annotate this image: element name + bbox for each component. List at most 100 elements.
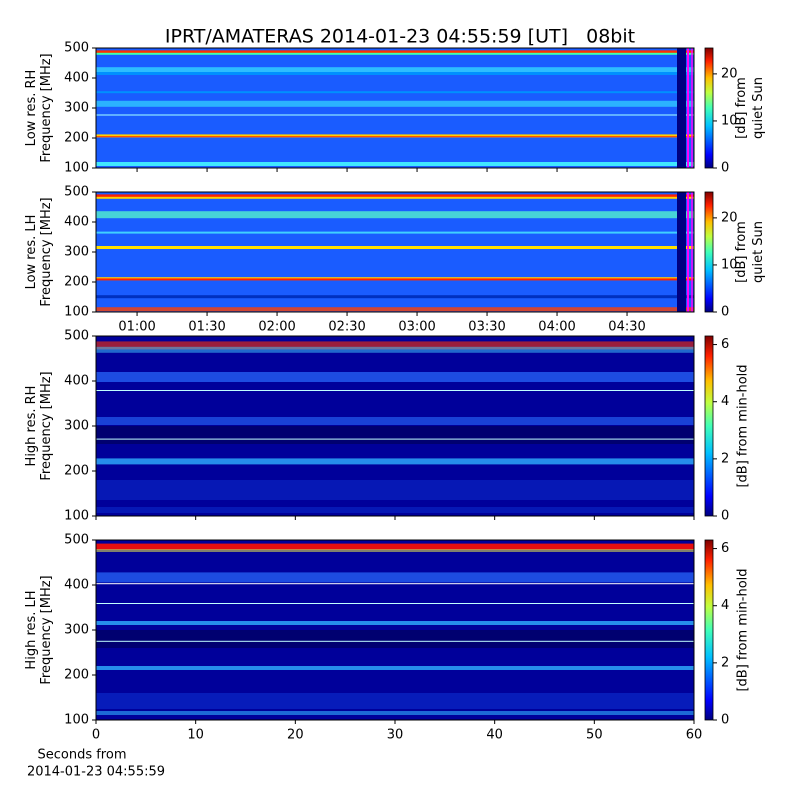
y-tick-label: 400 xyxy=(64,215,89,230)
colorbar-label: [dB] from min-hold xyxy=(736,364,751,487)
y-axis-label: High res. LH xyxy=(24,590,39,669)
heatmap-background xyxy=(96,48,694,168)
heatmap-band xyxy=(96,341,694,350)
heatmap-band xyxy=(96,630,694,648)
y-tick-label: 200 xyxy=(64,668,89,683)
colorbar-tick-label: 0 xyxy=(721,305,729,320)
y-tick-label: 100 xyxy=(64,713,89,728)
heatmap-band xyxy=(96,693,694,709)
heatmap-band xyxy=(96,278,694,281)
heatmap-band xyxy=(96,211,694,219)
figure-title: IPRT/AMATERAS 2014-01-23 04:55:59 [UT] 0… xyxy=(165,26,635,48)
colorbar-tick-label: 6 xyxy=(721,541,729,556)
colorbar-tick-label: 0 xyxy=(721,713,729,728)
heatmap-band xyxy=(96,390,694,391)
heatmap-band xyxy=(96,438,694,440)
y-tick-label: 200 xyxy=(64,131,89,146)
x-tick-label: 40 xyxy=(486,728,503,743)
x-tick-label: 50 xyxy=(586,728,603,743)
x-tick-label: 01:30 xyxy=(188,320,225,335)
colorbar-tick-label: 4 xyxy=(721,394,729,409)
y-axis-label: High res. RH xyxy=(24,386,39,467)
colorbar xyxy=(704,335,714,517)
y-tick-label: 500 xyxy=(64,185,89,200)
x-tick-label: 30 xyxy=(387,728,404,743)
y-tick-label: 500 xyxy=(64,329,89,344)
heatmap-gap xyxy=(677,48,686,168)
heatmap-band xyxy=(96,640,694,642)
heatmap-band xyxy=(96,136,694,138)
colorbar-label: quiet Sun xyxy=(751,77,766,139)
y-tick-label: 300 xyxy=(64,245,89,260)
y-tick-label: 200 xyxy=(64,464,89,479)
heatmap-band xyxy=(96,543,694,550)
colorbar-label: [dB] from xyxy=(734,221,749,283)
heatmap-band xyxy=(96,583,694,585)
colorbar-tick-label: 4 xyxy=(721,598,729,613)
colorbar xyxy=(704,191,714,313)
x-tick-label: 04:00 xyxy=(538,320,575,335)
colorbar xyxy=(704,47,714,169)
y-tick-label: 400 xyxy=(64,578,89,593)
x-tick-label: 03:00 xyxy=(398,320,435,335)
x-tick-label: 0 xyxy=(92,728,100,743)
heatmap-band xyxy=(96,196,694,199)
colorbar-label: [dB] from xyxy=(734,77,749,139)
heatmap-band xyxy=(96,52,694,55)
heatmap-band xyxy=(96,507,694,513)
heatmap-band xyxy=(96,426,694,444)
x-tick-label: 02:00 xyxy=(258,320,295,335)
heatmap-band xyxy=(96,114,694,116)
heatmap-band xyxy=(96,572,694,583)
heatmap-band xyxy=(96,72,694,75)
heatmap-band xyxy=(96,162,694,166)
heatmap-band xyxy=(96,711,694,715)
heatmap-background xyxy=(96,192,694,312)
y-axis-label: Low res. RH xyxy=(24,70,39,147)
y-tick-label: 400 xyxy=(64,71,89,86)
colorbar-tick-label: 2 xyxy=(721,451,729,466)
y-tick-label: 300 xyxy=(64,101,89,116)
heatmap-band xyxy=(96,67,694,74)
y-tick-label: 500 xyxy=(64,41,89,56)
heatmap-band xyxy=(96,549,694,552)
x-tick-label: 02:30 xyxy=(328,320,365,335)
heatmap-band xyxy=(96,603,694,604)
heatmap-band xyxy=(96,100,694,107)
x-tick-label: 03:30 xyxy=(468,320,505,335)
colorbar-tick-label: 6 xyxy=(721,337,729,352)
heatmap-band xyxy=(96,480,694,500)
heatmap-band xyxy=(96,231,694,234)
colorbar-label: quiet Sun xyxy=(751,221,766,283)
x-tick-label: 01:00 xyxy=(118,320,155,335)
y-tick-label: 400 xyxy=(64,374,89,389)
heatmap-gap xyxy=(677,192,686,312)
heatmap-band xyxy=(96,417,694,425)
heatmap-band xyxy=(96,246,694,249)
y-tick-label: 300 xyxy=(64,623,89,638)
x-tick-label: 60 xyxy=(686,728,703,743)
heatmap-band xyxy=(96,458,694,465)
x-tick-label: 20 xyxy=(287,728,304,743)
y-axis-label: Frequency [MHz] xyxy=(39,53,54,162)
colorbar xyxy=(704,539,714,721)
y-axis-label: Low res. LH xyxy=(24,215,39,290)
x-tick-label: 10 xyxy=(187,728,204,743)
colorbar-tick-label: 20 xyxy=(721,66,738,81)
heatmap-band xyxy=(96,346,694,353)
y-tick-label: 200 xyxy=(64,275,89,290)
colorbar-tick-label: 10 xyxy=(721,257,738,272)
y-tick-label: 100 xyxy=(64,161,89,176)
heatmap-band xyxy=(96,91,694,94)
heatmap-band xyxy=(96,50,694,54)
y-tick-label: 300 xyxy=(64,419,89,434)
heatmap-band xyxy=(96,372,694,382)
heatmap-band xyxy=(96,621,694,625)
colorbar-tick-label: 0 xyxy=(721,161,729,176)
y-tick-label: 500 xyxy=(64,533,89,548)
y-axis-label: Frequency [MHz] xyxy=(39,575,54,684)
x-axis-label: 2014-01-23 04:55:59 xyxy=(27,765,165,780)
heatmap-band xyxy=(96,666,694,670)
heatmap-band xyxy=(96,295,694,299)
